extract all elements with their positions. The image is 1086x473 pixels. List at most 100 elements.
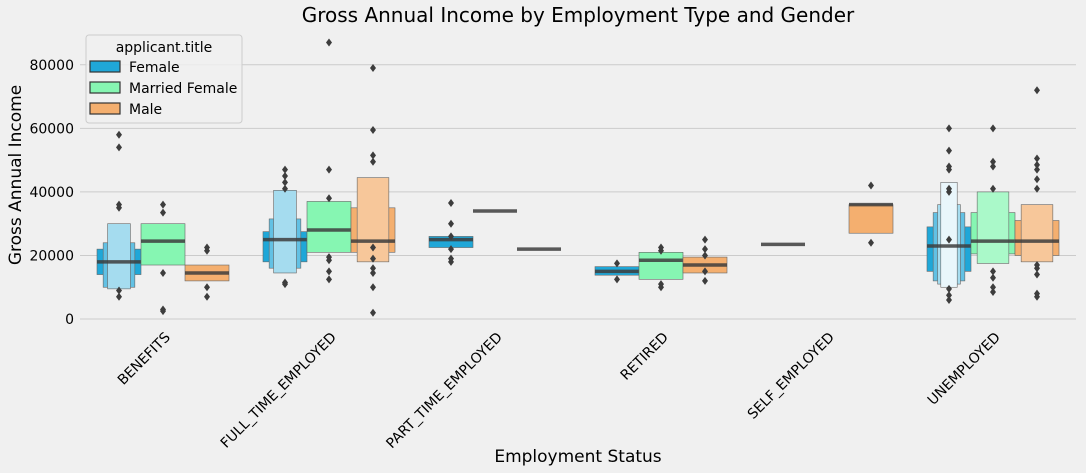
outlier-point [946, 162, 952, 171]
outlier-point [658, 243, 664, 252]
outlier-point [116, 200, 122, 209]
outlier-point [990, 124, 996, 133]
outlier-point [370, 308, 376, 317]
outlier-point [1034, 160, 1040, 169]
outlier-point [204, 292, 210, 301]
x-tick-label: BENEFITS [115, 329, 174, 388]
box-group [428, 199, 474, 266]
legend-swatch [89, 102, 121, 115]
y-tick-label: 60000 [29, 121, 74, 137]
legend-swatch [89, 81, 121, 94]
grid [80, 64, 1076, 320]
box-group [306, 38, 352, 284]
box-group [262, 165, 308, 289]
legend-swatch [89, 60, 121, 73]
outlier-point [326, 267, 332, 276]
outlier-point [990, 283, 996, 292]
box-group [1014, 86, 1060, 301]
box-level [273, 190, 297, 274]
outlier-point [946, 295, 952, 304]
box-level [638, 252, 684, 280]
outlier-point [370, 157, 376, 166]
box-group [848, 181, 894, 247]
outlier-point [658, 280, 664, 289]
outlier-point [448, 219, 454, 228]
legend-label: Male [129, 102, 162, 118]
y-tick-label: 80000 [29, 58, 74, 74]
outlier-point [946, 124, 952, 133]
outlier-point [990, 288, 996, 297]
outlier-point [370, 63, 376, 72]
outlier-point [370, 151, 376, 160]
outlier-point [702, 267, 708, 276]
outlier-point [946, 291, 952, 300]
outlier-point [370, 243, 376, 252]
box-group [140, 200, 186, 316]
outlier-point [1034, 154, 1040, 163]
x-axis: BENEFITS FULL_TIME_EMPLOYED PART_TIME_EMPL… [115, 329, 1004, 451]
outlier-point [946, 184, 952, 193]
outlier-point [370, 254, 376, 263]
outlier-point [1034, 270, 1040, 279]
outlier-point [702, 251, 708, 260]
outlier-point [326, 38, 332, 47]
outlier-point [946, 146, 952, 155]
y-tick-label: 40000 [29, 185, 74, 201]
legend-label: Female [129, 60, 180, 76]
y-tick-label: 20000 [29, 248, 74, 264]
x-tick-label: SELF_EMPLOYED [745, 330, 838, 423]
x-tick-label: FULL_TIME_EMPLOYED [218, 330, 340, 452]
box-group [184, 243, 230, 301]
outlier-point [946, 284, 952, 293]
outlier-point [1034, 289, 1040, 298]
outlier-point [326, 194, 332, 203]
outlier-point [160, 208, 166, 217]
outlier-point [868, 181, 874, 190]
outlier-point [1034, 86, 1040, 95]
outlier-point [282, 172, 288, 181]
outlier-point [116, 286, 122, 295]
x-axis-label: Employment Status [494, 447, 661, 467]
outlier-point [282, 165, 288, 174]
outlier-point [116, 130, 122, 139]
plot-area [96, 38, 1060, 317]
box-level [107, 223, 131, 290]
x-tick-label: RETIRED [618, 330, 672, 384]
box-level [976, 191, 1010, 264]
x-tick-label: PART_TIME_EMPLOYED [383, 330, 505, 452]
box-group [96, 130, 142, 301]
outlier-point [448, 232, 454, 241]
y-axis-label: Gross Annual Income [6, 85, 26, 265]
outlier-point [702, 235, 708, 244]
outlier-point [204, 243, 210, 252]
outlier-point [282, 278, 288, 287]
outlier-point [1034, 165, 1040, 174]
outlier-point [282, 184, 288, 193]
outlier-point [204, 283, 210, 292]
outlier-point [702, 245, 708, 254]
box-group [638, 243, 684, 292]
outlier-point [990, 273, 996, 282]
chart-title: Gross Annual Income by Employment Type a… [302, 3, 855, 27]
outlier-point [946, 235, 952, 244]
outlier-point [990, 267, 996, 276]
outlier-point [370, 268, 376, 277]
x-tick-label: UNEMPLOYED [925, 330, 1004, 409]
box-group [682, 235, 728, 285]
legend-title: applicant.title [116, 40, 213, 56]
outlier-point [448, 199, 454, 208]
outlier-point [448, 254, 454, 263]
outlier-point [1034, 175, 1040, 184]
y-axis: 0 20000 40000 60000 80000 [29, 58, 74, 328]
box-level [940, 182, 958, 288]
legend-box [85, 34, 243, 124]
box-group [926, 124, 972, 304]
box-group [970, 124, 1016, 297]
box-group [594, 259, 640, 284]
box-level [1020, 204, 1054, 263]
outlier-point [116, 143, 122, 152]
box-level [848, 204, 894, 234]
outlier-point [160, 268, 166, 277]
outlier-point [370, 125, 376, 134]
